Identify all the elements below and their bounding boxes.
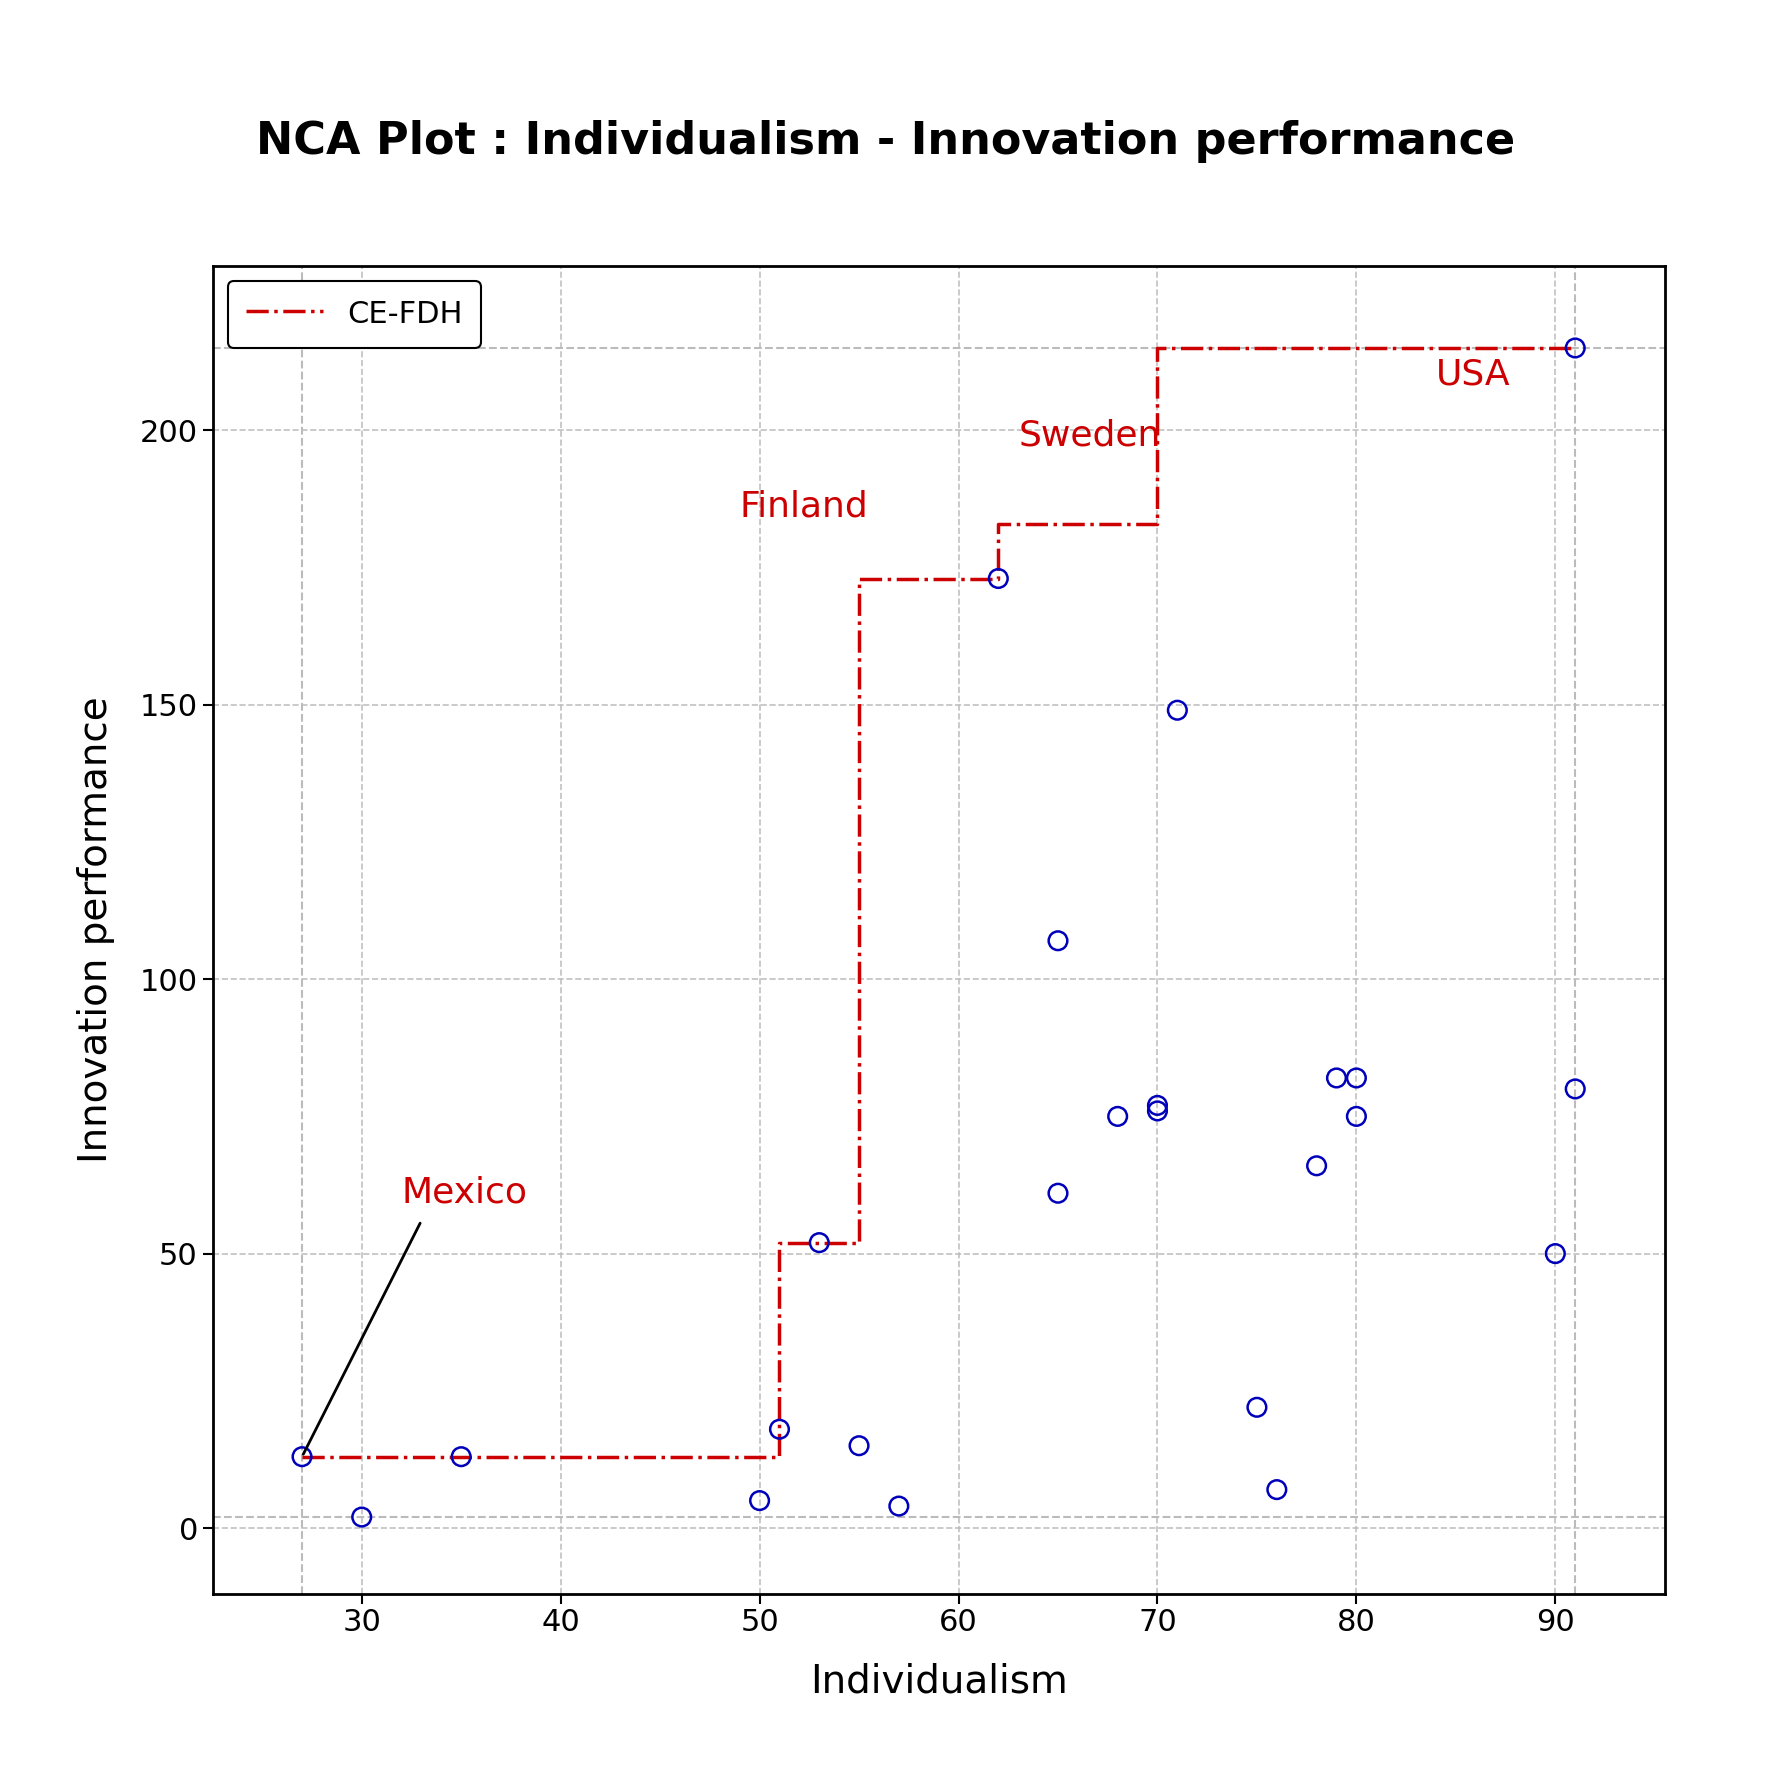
CE-FDH: [1564, 336, 1585, 358]
Text: Finland: Finland: [740, 489, 868, 524]
Point: [1342, 1102, 1371, 1130]
CE-FDH: [769, 1447, 790, 1468]
Line: CE-FDH: CE-FDH: [303, 347, 1574, 1458]
Point: [1263, 1475, 1291, 1504]
Point: [347, 1504, 375, 1532]
Y-axis label: Innovation performance: Innovation performance: [76, 696, 115, 1164]
Point: [1103, 1102, 1132, 1130]
Point: [1323, 1064, 1351, 1093]
Point: [1043, 926, 1071, 955]
CE-FDH: [1148, 514, 1169, 535]
Point: [1144, 1096, 1172, 1125]
Point: [289, 1443, 317, 1472]
Point: [1164, 696, 1192, 724]
Point: [886, 1491, 914, 1520]
Point: [1541, 1240, 1569, 1268]
CE-FDH: [988, 514, 1009, 535]
CE-FDH: [848, 568, 870, 590]
CE-FDH: [988, 568, 1009, 590]
CE-FDH: [292, 1447, 313, 1468]
Point: [806, 1229, 834, 1257]
Point: [845, 1431, 873, 1459]
Point: [1243, 1394, 1272, 1422]
CE-FDH: [1148, 336, 1169, 358]
X-axis label: Individualism: Individualism: [809, 1663, 1068, 1700]
CE-FDH: [848, 1233, 870, 1254]
Point: [1560, 333, 1589, 361]
Point: [1043, 1179, 1071, 1208]
Point: [1144, 1091, 1172, 1119]
Legend: CE-FDH: CE-FDH: [228, 282, 480, 347]
Text: USA: USA: [1436, 358, 1511, 391]
Text: Mexico: Mexico: [402, 1176, 528, 1210]
Point: [1342, 1064, 1371, 1093]
Point: [765, 1415, 793, 1443]
Point: [446, 1443, 475, 1472]
Point: [746, 1486, 774, 1514]
Text: Sweden: Sweden: [1018, 418, 1160, 452]
Point: [1560, 1075, 1589, 1103]
CE-FDH: [769, 1233, 790, 1254]
Point: [1302, 1151, 1330, 1179]
Text: NCA Plot : Individualism - Innovation performance: NCA Plot : Individualism - Innovation pe…: [257, 120, 1514, 163]
Point: [985, 565, 1013, 593]
